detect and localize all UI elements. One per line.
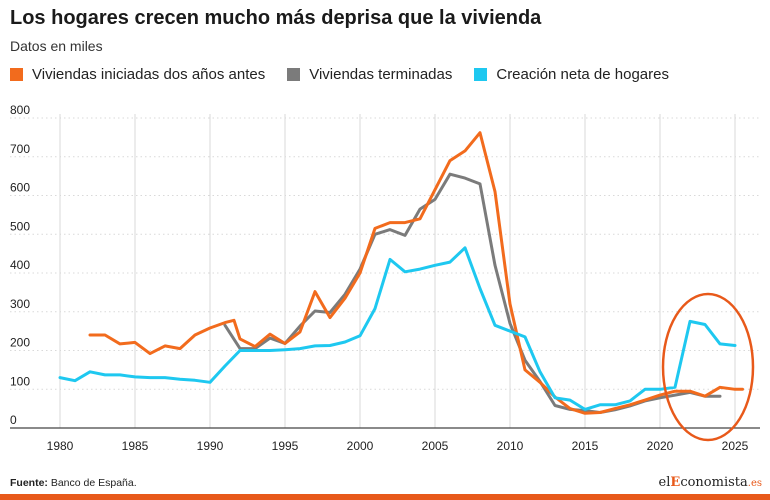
x-tick-label-1980: 1980	[47, 439, 74, 453]
y-tick-label-600: 600	[10, 181, 30, 195]
line-series-hogares	[58, 246, 737, 411]
x-tick-label-1985: 1985	[122, 439, 149, 453]
legend-item-iniciadas: Viviendas iniciadas dos años antes	[10, 66, 265, 83]
y-tick-label-200: 200	[10, 336, 30, 350]
y-tick-label-300: 300	[10, 297, 30, 311]
x-tick-label-2015: 2015	[572, 439, 599, 453]
x-tick-label-1990: 1990	[197, 439, 224, 453]
y-tick-label-400: 400	[10, 258, 30, 272]
y-tick-label-0: 0	[10, 413, 17, 427]
x-tick-label-2025: 2025	[722, 439, 749, 453]
legend-swatch-terminadas	[287, 68, 301, 81]
legend-item-hogares: Creación neta de hogares	[474, 66, 669, 83]
source-note: Fuente: Banco de España.	[10, 477, 137, 489]
legend-label-hogares: Creación neta de hogares	[496, 66, 669, 83]
x-tick-label-2000: 2000	[347, 439, 374, 453]
y-tick-label-500: 500	[10, 219, 30, 233]
line-series-terminadas	[223, 172, 722, 414]
source-text: Banco de España.	[50, 477, 137, 489]
legend-swatch-iniciadas	[10, 68, 23, 81]
publisher-logo: elEconomista.es	[658, 475, 762, 490]
x-tick-label-2020: 2020	[647, 439, 674, 453]
y-tick-label-800: 800	[10, 103, 30, 117]
highlight-circle	[661, 292, 755, 442]
legend-label-iniciadas: Viviendas iniciadas dos años antes	[32, 66, 266, 83]
legend-label-terminadas: Viviendas terminadas	[309, 66, 453, 83]
chart-title: Los hogares crecen mucho más deprisa que…	[10, 7, 542, 29]
brand-bar	[0, 494, 770, 500]
x-tick-label-2010: 2010	[497, 439, 524, 453]
x-tick-label-2005: 2005	[422, 439, 449, 453]
y-tick-label-100: 100	[10, 374, 30, 388]
legend-swatch-hogares	[474, 68, 488, 81]
chart-subtitle: Datos en miles	[10, 38, 103, 54]
source-label: Fuente:	[10, 477, 48, 489]
y-tick-label-700: 700	[10, 142, 30, 156]
x-tick-label-1995: 1995	[272, 439, 299, 453]
chart-legend: Viviendas iniciadas dos años antes Vivie…	[10, 66, 669, 83]
line-series-iniciadas	[88, 131, 744, 415]
legend-item-terminadas: Viviendas terminadas	[287, 66, 452, 83]
